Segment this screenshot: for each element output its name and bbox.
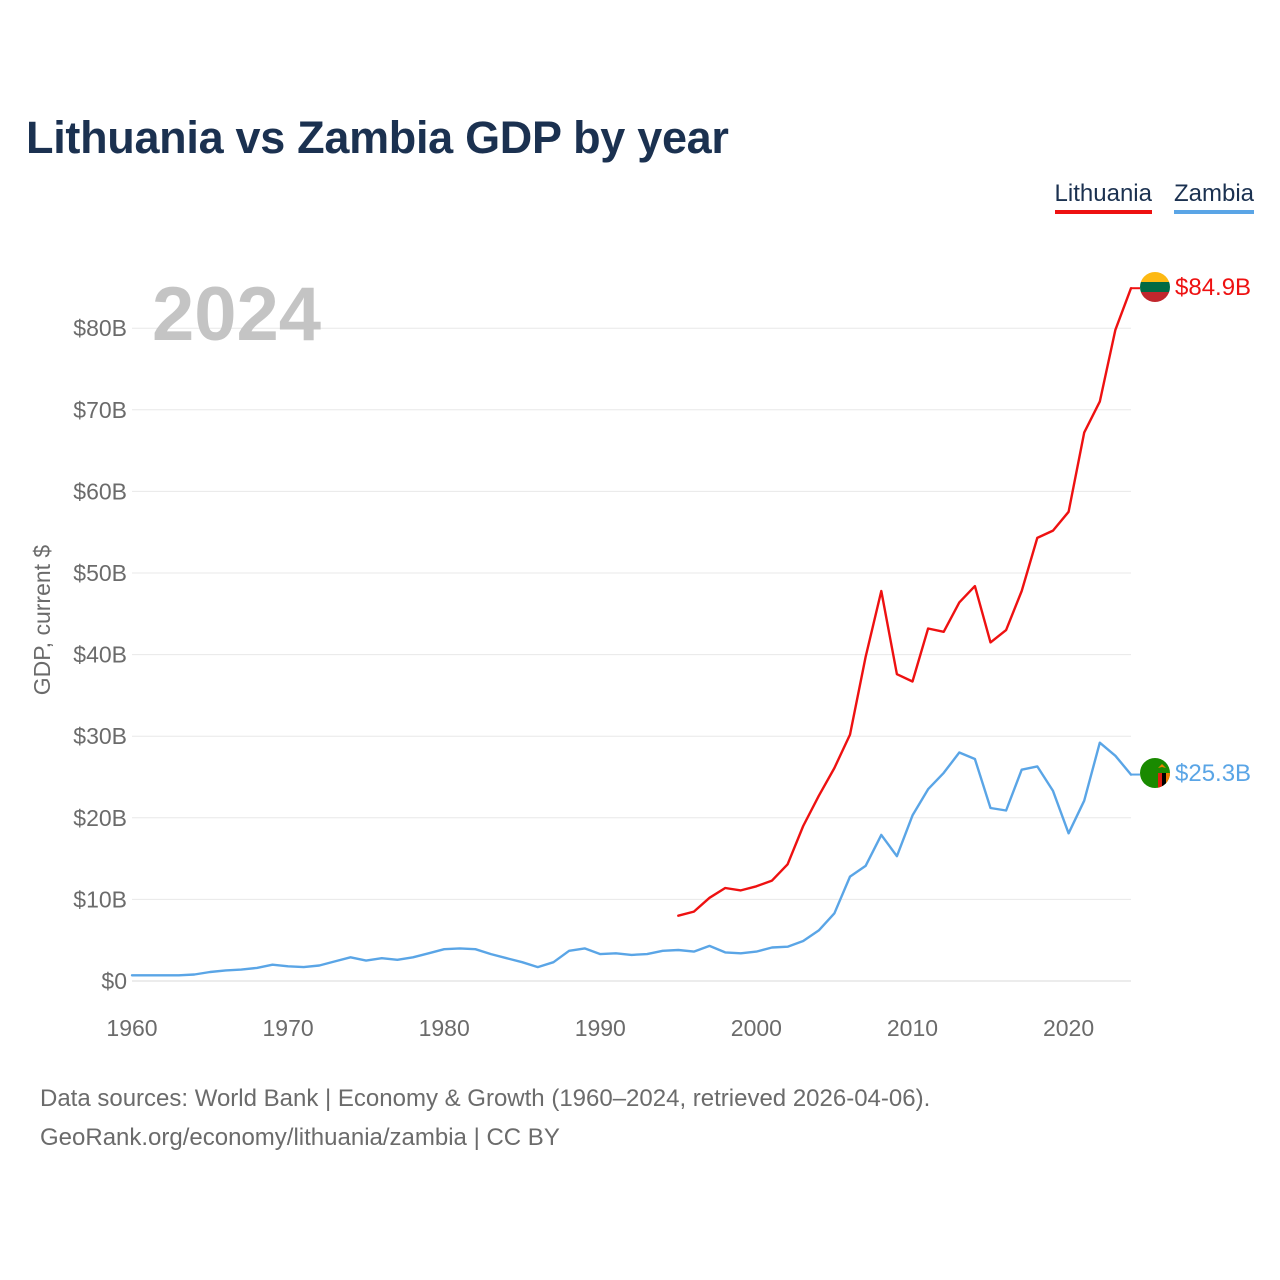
- x-axis: 1960 1970 1980 1990 2000 2010 2020: [106, 1015, 1094, 1041]
- x-tick-label: 2000: [731, 1015, 782, 1041]
- y-tick-label: $80B: [73, 315, 127, 341]
- y-tick-label: $30B: [73, 723, 127, 749]
- y-tick-label: $0: [101, 968, 127, 994]
- x-tick-label: 2010: [887, 1015, 938, 1041]
- x-tick-label: 1970: [263, 1015, 314, 1041]
- source-text: Data sources: World Bank | Economy & Gro…: [40, 1085, 931, 1112]
- x-tick-label: 2020: [1043, 1015, 1094, 1041]
- line-chart: $0$10B$20B$30B$40B$50B$60B$70B$80B 1960 1…: [29, 272, 1251, 1041]
- x-tick-label: 1990: [575, 1015, 626, 1041]
- series-line-lithuania: [677, 287, 1133, 917]
- y-tick-label: $10B: [73, 886, 127, 912]
- legend-item-zambia[interactable]: Zambia: [1173, 180, 1254, 214]
- y-tick-label: $40B: [73, 642, 127, 668]
- y-tick-label: $60B: [73, 478, 127, 504]
- year-label: 2024: [152, 272, 321, 357]
- zambia-end-value-label: $25.3B: [1175, 760, 1251, 787]
- series-lines: [130, 287, 1140, 977]
- y-tick-label: $50B: [73, 560, 127, 586]
- x-tick-label: 1960: [106, 1015, 157, 1041]
- legend: Lithuania Zambia: [1054, 180, 1254, 214]
- y-tick-label: $20B: [73, 805, 127, 831]
- series-line-zambia: [130, 741, 1133, 977]
- lithuania-flag-icon: [1140, 272, 1170, 302]
- y-axis: $0 $10B $20B $30B $40B $50B $60B $70B $80B: [73, 315, 127, 994]
- zambia-flag-icon: [1140, 758, 1170, 788]
- x-tick-label: 1980: [419, 1015, 470, 1041]
- chart-title: Lithuania vs Zambia GDP by year: [26, 112, 729, 163]
- source-link[interactable]: GeoRank.org/economy/lithuania/zambia | C…: [40, 1124, 560, 1151]
- gridlines: [132, 327, 1131, 982]
- legend-item-lithuania[interactable]: Lithuania: [1054, 180, 1152, 214]
- y-tick-label: $70B: [73, 397, 127, 423]
- lithuania-end-value-label: $84.9B: [1175, 274, 1251, 301]
- y-axis-label: GDP, current $: [29, 545, 55, 696]
